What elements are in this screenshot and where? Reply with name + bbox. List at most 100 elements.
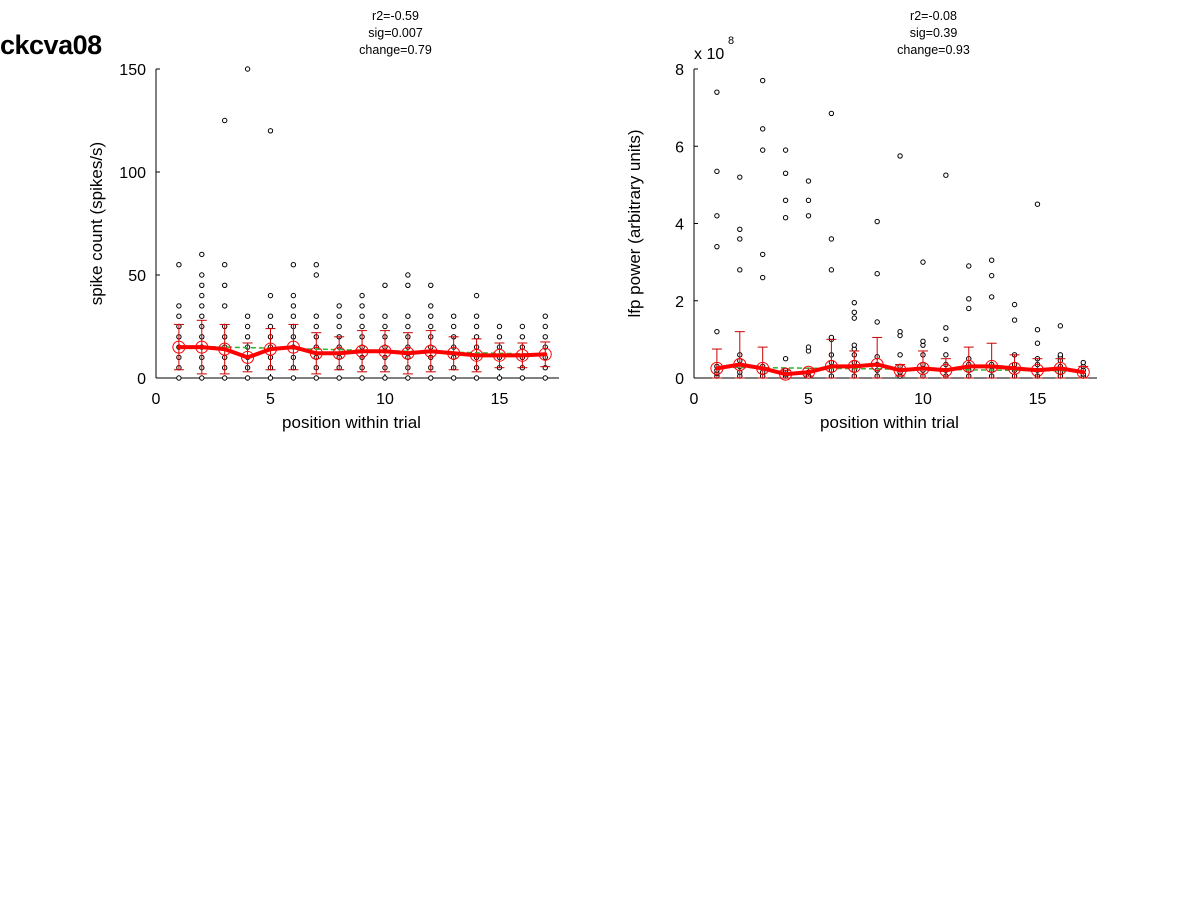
x-tick-label: 15: [491, 391, 509, 408]
data-point: [737, 236, 743, 242]
mean-marker: [401, 346, 415, 360]
data-point: [473, 313, 480, 319]
data-point: [1011, 317, 1018, 323]
data-point: [199, 292, 205, 299]
data-point: [359, 313, 365, 319]
data-point: [874, 218, 880, 225]
data-point: [450, 313, 457, 319]
data-point: [199, 313, 205, 319]
data-point: [428, 313, 434, 319]
data-point: [199, 272, 205, 278]
data-point: [897, 328, 903, 335]
x-tick-label: 10: [376, 391, 394, 408]
data-point: [988, 257, 995, 263]
data-point: [313, 375, 319, 381]
data-point: [405, 375, 411, 381]
data-point: [382, 313, 388, 319]
data-point: [221, 262, 228, 268]
data-point: [199, 303, 205, 309]
chart-title-line: change=0.93: [897, 43, 970, 57]
data-point: [336, 323, 342, 330]
data-point: [782, 215, 789, 221]
data-point: [897, 153, 903, 159]
data-point: [336, 313, 342, 319]
mean-marker: [1076, 365, 1090, 379]
data-point: [737, 226, 743, 232]
data-point: [851, 315, 857, 321]
mean-marker: [378, 344, 392, 358]
y-axis-label: spike count (spikes/s): [87, 142, 106, 305]
data-point: [267, 292, 274, 299]
mean-marker: [756, 361, 770, 375]
data-point: [714, 328, 720, 335]
data-point: [966, 305, 972, 312]
data-point: [920, 338, 926, 345]
data-point: [542, 375, 548, 381]
data-point: [221, 282, 228, 288]
data-point: [496, 334, 503, 340]
mean-marker: [985, 359, 999, 373]
data-point: [450, 375, 457, 381]
x-tick-label: 5: [266, 391, 275, 408]
mean-marker: [424, 344, 438, 358]
mean-marker: [893, 363, 907, 377]
mean-marker: [801, 365, 815, 379]
data-point: [313, 262, 319, 268]
data-point: [359, 292, 365, 299]
data-point: [759, 147, 766, 153]
data-point: [359, 303, 365, 309]
x-tick-label: 0: [152, 391, 161, 408]
x-tick-label: 15: [1029, 391, 1047, 408]
data-point: [519, 323, 526, 330]
mean-line: [714, 362, 1086, 377]
data-point: [759, 251, 766, 258]
data-point: [428, 282, 434, 288]
data-point: [943, 172, 949, 178]
data-point: [244, 323, 251, 330]
data-point: [382, 375, 388, 381]
data-point: [828, 110, 835, 117]
fit-line: [178, 345, 546, 356]
data-point: [359, 323, 365, 330]
data-point: [943, 352, 949, 358]
chart-panel-2: r2=-0.08 sig=0.39 change=0.93 0 5 10 15 0 2 4 6 8 po…: [625, 9, 1097, 432]
x-axis-label: position within trial: [820, 413, 959, 432]
y-tick-label: 8: [675, 62, 684, 79]
data-point: [1080, 359, 1086, 366]
data-point: [176, 375, 182, 381]
mean-marker: [355, 344, 369, 358]
data-point: [405, 313, 411, 319]
data-point: [359, 375, 365, 381]
data-point: [897, 352, 903, 358]
data-point: [473, 292, 480, 299]
mean-marker: [538, 347, 552, 361]
data-point: [874, 271, 880, 277]
x-axis-label: position within trial: [282, 413, 421, 432]
data-point: [1011, 301, 1018, 308]
chart-title-line: change=0.79: [359, 43, 432, 57]
data-point: [805, 344, 812, 350]
data-point: [221, 375, 228, 381]
data-point: [542, 313, 548, 319]
mean-marker: [779, 367, 793, 381]
data-point: [759, 126, 766, 132]
data-point: [244, 66, 251, 72]
data-point: [1034, 201, 1041, 207]
mean-marker: [492, 348, 506, 362]
data-point: [405, 323, 411, 330]
data-point: [450, 323, 457, 330]
data-point: [428, 375, 434, 381]
mean-marker: [241, 350, 255, 364]
data-point: [244, 334, 251, 340]
data-point: [176, 262, 182, 268]
data-point: [1034, 340, 1041, 346]
mean-line: [176, 345, 548, 360]
data-point: [828, 236, 835, 242]
data-point: [966, 296, 972, 302]
data-point: [805, 213, 812, 219]
mean-marker: [916, 361, 930, 375]
y-tick-label: 50: [128, 268, 146, 285]
mean-marker: [263, 342, 277, 356]
x-tick-label: 10: [914, 391, 932, 408]
